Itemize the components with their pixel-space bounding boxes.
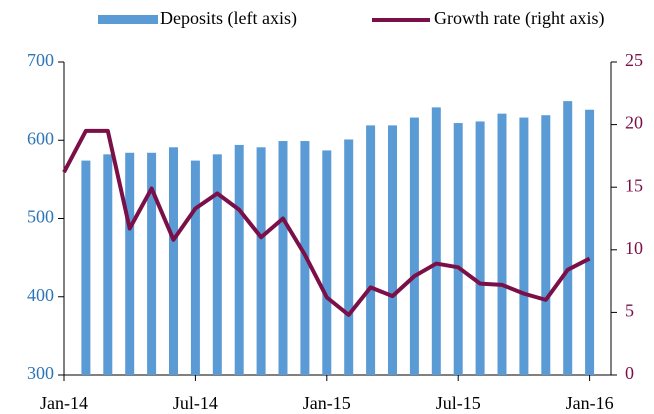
bar [278,141,288,375]
y2-tick-label: 0 [625,363,634,383]
bar [431,107,441,375]
bar [541,115,551,376]
line [62,128,591,317]
bar [212,154,222,375]
y2-tick-label: 10 [625,238,643,258]
bar [103,154,113,375]
y2-tick-label: 15 [625,175,643,195]
bar [256,147,266,375]
x-tick-label: Jul-14 [173,393,218,413]
bar [475,121,485,375]
legend-label: Deposits (left axis) [160,8,297,29]
x-tick-label: Jan-14 [40,393,88,413]
y-tick-label: 500 [27,207,54,227]
bar [322,150,332,375]
bar [563,101,573,375]
x-tick-label: Jan-15 [303,393,351,413]
bar [81,160,91,375]
bar [147,152,157,375]
y-tick-label: 600 [27,128,54,148]
bar [585,109,595,376]
x-tick-label: Jul-15 [436,393,481,413]
y2-tick-label: 5 [625,301,634,321]
bar [190,160,200,375]
y2-tick-label: 20 [625,113,643,133]
legend-swatch [98,15,158,24]
bar [344,139,354,375]
y2-tick-label: 25 [625,50,643,70]
bar [453,123,463,375]
bar [519,117,529,376]
y-tick-label: 300 [27,363,54,383]
bar [169,147,178,375]
y-tick-label: 700 [27,50,54,70]
bar [366,125,376,375]
x-tick-label: Jan-16 [566,393,614,413]
bar [497,113,507,376]
bar [409,117,419,376]
bar [234,144,244,375]
y-tick-label: 400 [27,285,54,305]
legend-label: Growth rate (right axis) [434,8,604,29]
bar [388,125,397,375]
bar [125,152,135,375]
